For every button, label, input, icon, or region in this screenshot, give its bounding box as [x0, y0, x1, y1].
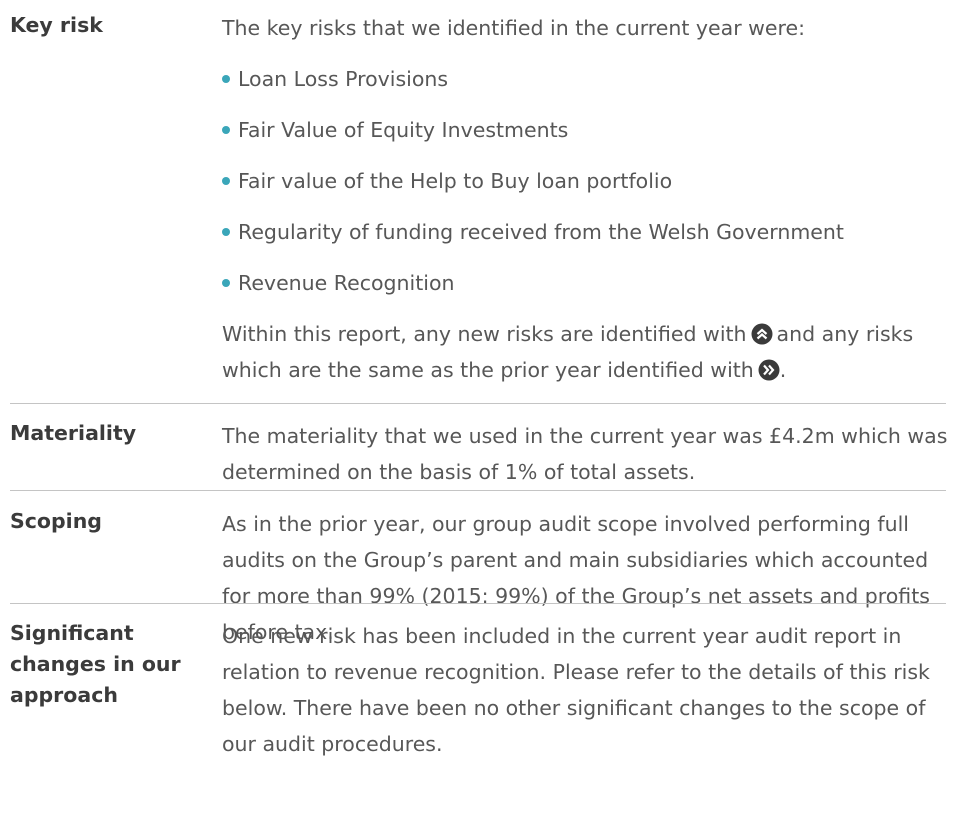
paragraph: One new risk has been included in the cu…: [222, 624, 930, 756]
separator: [10, 403, 946, 404]
paragraph: As in the prior year, our group audit sc…: [222, 512, 930, 644]
closing-text: and any risks which are the same as the …: [222, 322, 914, 382]
new-risk-icon: [751, 323, 773, 345]
risk-item: Regularity of funding received from the …: [222, 214, 950, 250]
row-content: The key risks that we identified in the …: [222, 10, 950, 388]
closing-text: .: [779, 358, 787, 382]
risk-item: Loan Loss Provisions: [222, 61, 950, 97]
row-content: As in the prior year, our group audit sc…: [222, 506, 950, 650]
row-label: Significant changes in our approach: [10, 621, 181, 707]
intro: The key risks that we identified in the …: [222, 16, 806, 40]
risk-item: Fair value of the Help to Buy loan portf…: [222, 163, 950, 199]
paragraph: The materiality that we used in the curr…: [222, 424, 948, 484]
risk-item: Revenue Recognition: [222, 265, 950, 301]
row-content: The materiality that we used in the curr…: [222, 418, 950, 490]
row-content: One new risk has been included in the cu…: [222, 618, 950, 762]
risk-item: Fair Value of Equity Investments: [222, 112, 950, 148]
closing-text: Within this report, any new risks are id…: [222, 322, 747, 346]
closing: Within this report, any new risks are id…: [222, 316, 950, 388]
row-label: Scoping: [10, 509, 102, 533]
row-label: Key risk: [10, 13, 103, 37]
separator: [10, 603, 946, 604]
same-risk-icon: [758, 359, 780, 381]
risk-list: Loan Loss Provisions Fair Value of Equity…: [222, 61, 950, 301]
row-label: Materiality: [10, 421, 137, 445]
separator: [10, 490, 946, 491]
